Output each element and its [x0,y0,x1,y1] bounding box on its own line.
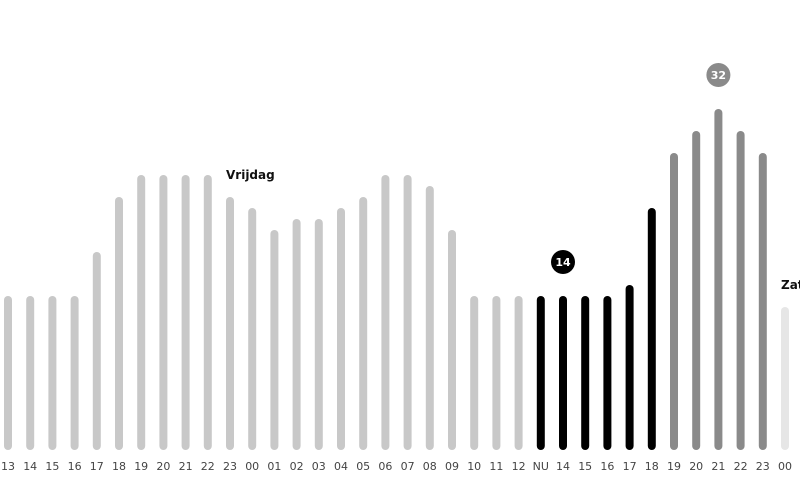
x-tick-label: 16 [600,460,614,473]
x-tick-label: 08 [423,460,437,473]
x-tick-label: 06 [378,460,392,473]
x-tick-label: 22 [734,460,748,473]
x-tick-label: 21 [179,460,193,473]
bar [137,175,146,450]
x-tick-label: 21 [711,460,725,473]
bar [203,175,212,450]
x-tick-label: 14 [23,460,37,473]
x-tick-label: 20 [689,460,703,473]
x-tick-label: 03 [312,460,326,473]
bar [714,109,723,450]
bar [758,153,767,450]
bar [226,197,234,450]
value-badge [551,250,575,274]
x-tick-label: 17 [90,460,104,473]
value-badge-label: 14 [555,256,571,269]
bar [4,296,12,450]
x-tick-label: 17 [623,460,637,473]
bar [670,153,678,450]
bar [248,208,257,450]
bar [536,296,545,450]
bar [514,296,523,450]
x-tick-label: 18 [112,460,126,473]
bar [92,252,101,450]
x-tick-label: 07 [401,460,415,473]
x-tick-label: 12 [512,460,526,473]
bar [470,296,479,450]
bar [625,285,634,450]
bar [647,208,656,450]
x-tick-label: 00 [778,460,792,473]
x-tick-label: 23 [756,460,770,473]
bar [781,307,789,450]
bar [70,296,79,450]
bar [48,296,57,450]
bar [692,131,701,450]
bar [314,219,323,450]
value-badge [706,63,731,87]
bar [159,175,168,450]
x-tick-label: 05 [356,460,370,473]
x-tick-label: 23 [223,460,237,473]
x-tick-label: 11 [489,460,503,473]
x-tick-label: 20 [156,460,170,473]
bar [292,219,301,450]
x-tick-label: 15 [45,460,59,473]
bar [492,296,501,450]
x-tick-label: 09 [445,460,459,473]
bar [359,197,368,450]
x-tick-label: NU [533,460,549,473]
bar [337,208,345,450]
bar [425,186,434,450]
x-tick-label: 13 [1,460,15,473]
x-tick-label: 04 [334,460,348,473]
x-tick-label: 14 [556,460,570,473]
bar [736,131,745,450]
x-tick-label: 19 [134,460,148,473]
x-tick-label: 00 [245,460,259,473]
bar [26,296,35,450]
bar [603,296,612,450]
x-tick-label: 19 [667,460,681,473]
x-tick-label: 10 [467,460,481,473]
bar [115,197,123,450]
bar [559,296,567,450]
bar [381,175,390,450]
bar [448,230,456,450]
day-label: Zaterd [781,278,800,292]
x-tick-label: 02 [290,460,304,473]
x-tick-label: 22 [201,460,215,473]
value-badge-label: 32 [711,69,726,82]
bar [181,175,190,450]
bar [581,296,590,450]
bar [270,230,279,450]
day-label: Vrijdag [226,168,275,182]
x-tick-label: 01 [267,460,281,473]
x-tick-label: 16 [68,460,82,473]
x-tick-label: 15 [578,460,592,473]
bar [403,175,412,450]
x-tick-label: 18 [645,460,659,473]
